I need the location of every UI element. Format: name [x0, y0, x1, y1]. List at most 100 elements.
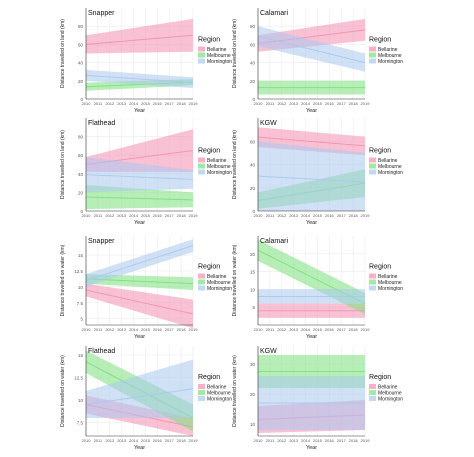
y-axis-label: Distance travelled on land (km) [60, 19, 66, 88]
x-tick-label: 2012 [277, 101, 287, 106]
y-tick-label: 30 [250, 362, 256, 367]
x-tick-label: 2017 [337, 327, 347, 332]
fit-line-mornington [257, 175, 366, 183]
legend-label: Mornington [207, 170, 232, 176]
y-axis-label: Distance travelled on land (km) [60, 130, 66, 199]
x-tick-label: 2012 [105, 213, 115, 218]
legend-title: Region [369, 264, 391, 271]
legend-title: Region [369, 148, 391, 155]
legend-swatch [369, 46, 376, 52]
y-tick-label: 20 [78, 190, 84, 195]
x-axis-label: Year [306, 445, 317, 451]
x-tick-label: 2018 [349, 213, 359, 218]
x-axis-label: Year [134, 220, 145, 226]
x-tick-label: 2011 [94, 101, 103, 106]
legend-title: Region [198, 264, 220, 271]
x-tick-label: 2016 [153, 213, 163, 218]
y-axis-label: Distance travelled on land (km) [232, 130, 238, 199]
x-tick-label: 2010 [254, 213, 264, 218]
y-tick-label: 5 [252, 305, 255, 310]
y-axis-label: Distance travelled on water (km) [232, 355, 238, 427]
y-tick-label: 7.5 [77, 421, 84, 426]
x-tick-label: 2013 [117, 438, 127, 443]
y-axis-label: Distance travelled on water (km) [60, 244, 66, 316]
fit-line-mornington [85, 388, 194, 405]
x-tick-label: 2015 [313, 327, 323, 332]
x-tick-label: 2016 [153, 438, 163, 443]
x-tick-label: 2014 [301, 101, 311, 106]
x-tick-label: 2015 [141, 327, 151, 332]
band-mornington [258, 141, 365, 211]
x-tick-label: 2016 [325, 438, 335, 443]
x-tick-label: 2014 [301, 327, 311, 332]
legend-swatch [198, 169, 205, 175]
panel-title: Snapper [88, 10, 115, 17]
x-tick-label: 2014 [129, 438, 139, 443]
x-tick-label: 2016 [153, 101, 163, 106]
panel-title: Flathead [88, 120, 115, 127]
fit-line-mornington [85, 174, 194, 180]
x-tick-label: 2010 [254, 438, 264, 443]
y-axis-label: Distance travelled on water (km) [232, 244, 238, 316]
legend-swatch [369, 396, 376, 401]
x-tick-label: 2016 [325, 101, 335, 106]
x-tick-label: 2019 [361, 327, 371, 332]
y-tick-label: 15 [78, 353, 84, 358]
x-tick-label: 2018 [349, 327, 359, 332]
x-tick-label: 2012 [277, 327, 287, 332]
fit-line-melbourne [85, 196, 194, 201]
x-axis-label: Year [306, 220, 317, 226]
legend-swatch [369, 163, 376, 169]
legend-label: Mornington [207, 396, 232, 402]
y-tick-label: 12.5 [74, 269, 83, 274]
x-tick-label: 2017 [165, 101, 175, 106]
legend-label: Bellarine [207, 384, 227, 390]
x-tick-label: 2019 [361, 213, 371, 218]
legend-label: Melbourne [378, 280, 402, 286]
legend-swatch [198, 163, 205, 169]
legend-label: Bellarine [378, 158, 398, 164]
legend-label: Melbourne [378, 53, 402, 59]
y-tick-label: 80 [78, 24, 84, 29]
legend-label: Mornington [207, 59, 232, 65]
x-tick-label: 2019 [189, 438, 199, 443]
x-tick-label: 2011 [266, 327, 275, 332]
legend-swatch [369, 58, 376, 64]
y-tick-label: 7.5 [77, 301, 84, 306]
legend-title: Region [369, 374, 391, 381]
panel-title: KGW [260, 120, 277, 127]
legend-swatch [198, 273, 205, 279]
y-axis-label: Distance travelled on land (km) [232, 19, 238, 88]
legend-label: Mornington [378, 170, 403, 176]
legend-label: Mornington [378, 286, 403, 292]
y-tick-label: 20 [250, 186, 256, 191]
panel-title: Flathead [88, 348, 115, 355]
x-tick-label: 2013 [117, 213, 127, 218]
y-tick-label: 20 [250, 79, 256, 84]
y-tick-label: 40 [250, 163, 256, 168]
legend-title: Region [198, 148, 220, 155]
x-tick-label: 2018 [177, 327, 187, 332]
x-tick-label: 2014 [301, 213, 311, 218]
x-tick-label: 2016 [325, 327, 335, 332]
x-axis-label: Year [306, 108, 317, 114]
x-tick-label: 2019 [189, 101, 199, 106]
panel-title: Calamari [260, 238, 288, 245]
fit-line-mornington [257, 35, 366, 64]
x-tick-label: 2017 [165, 327, 175, 332]
x-tick-label: 2017 [165, 213, 175, 218]
legend-swatch [198, 46, 205, 52]
fit-line-bellarine [257, 136, 366, 147]
y-tick-label: 10 [250, 422, 256, 427]
panel-title: Calamari [260, 10, 288, 17]
legend-swatch [198, 58, 205, 64]
legend-label: Bellarine [378, 47, 398, 53]
x-tick-label: 2015 [141, 438, 151, 443]
x-tick-label: 2013 [289, 101, 299, 106]
y-tick-label: 10 [78, 398, 84, 403]
